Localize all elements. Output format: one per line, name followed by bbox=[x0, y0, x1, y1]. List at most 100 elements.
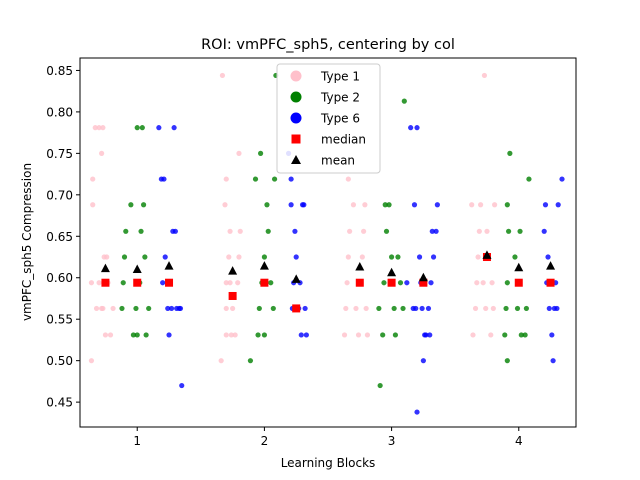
data-point bbox=[120, 280, 126, 286]
x-tick-label: 1 bbox=[133, 434, 141, 448]
data-point bbox=[419, 305, 425, 312]
chart-title: ROI: vmPFC_sph5, centering by col bbox=[201, 37, 455, 53]
data-point bbox=[541, 228, 547, 234]
mean-marker bbox=[259, 261, 269, 270]
data-point bbox=[382, 202, 388, 208]
data-point bbox=[490, 305, 496, 312]
data-point bbox=[475, 254, 481, 260]
data-point bbox=[433, 228, 439, 234]
data-point bbox=[404, 280, 410, 286]
data-point bbox=[140, 202, 147, 208]
data-point bbox=[230, 305, 236, 312]
data-point bbox=[223, 305, 229, 312]
x-tick-label: 3 bbox=[388, 434, 396, 448]
data-point bbox=[102, 332, 109, 338]
data-point bbox=[522, 332, 528, 338]
data-point bbox=[414, 125, 420, 131]
data-point bbox=[134, 332, 140, 338]
data-point bbox=[90, 202, 96, 208]
data-point bbox=[223, 280, 229, 286]
data-point bbox=[146, 305, 152, 312]
data-point bbox=[545, 254, 551, 260]
data-point bbox=[411, 202, 418, 208]
data-point bbox=[119, 305, 125, 312]
series-mean bbox=[100, 250, 556, 283]
data-point bbox=[359, 254, 365, 260]
data-point bbox=[160, 280, 166, 286]
data-point bbox=[414, 409, 420, 415]
mean-marker bbox=[291, 274, 301, 283]
data-point bbox=[139, 125, 145, 131]
data-point bbox=[483, 305, 489, 312]
data-point bbox=[100, 305, 106, 312]
legend-label: Type 6 bbox=[320, 112, 360, 126]
data-point bbox=[142, 254, 148, 260]
data-point bbox=[172, 228, 178, 234]
data-point bbox=[434, 202, 440, 208]
data-point bbox=[481, 72, 488, 79]
legend-box bbox=[276, 63, 381, 174]
data-point bbox=[96, 280, 102, 286]
y-tick-label: 0.70 bbox=[46, 188, 73, 202]
data-point bbox=[302, 305, 308, 312]
data-point bbox=[252, 176, 259, 182]
data-point bbox=[559, 176, 565, 182]
data-point bbox=[397, 280, 404, 286]
data-point bbox=[301, 202, 307, 208]
data-point bbox=[133, 305, 139, 312]
data-point bbox=[268, 280, 274, 286]
data-point bbox=[400, 305, 406, 312]
data-point bbox=[469, 202, 475, 208]
data-point bbox=[549, 332, 555, 338]
data-point bbox=[303, 332, 309, 338]
data-point bbox=[355, 332, 362, 338]
data-point bbox=[502, 332, 508, 338]
data-point bbox=[223, 176, 229, 182]
median-marker bbox=[355, 278, 364, 287]
y-tick-label: 0.45 bbox=[46, 396, 73, 410]
data-point bbox=[88, 280, 95, 286]
median-marker bbox=[514, 278, 523, 287]
legend-marker bbox=[291, 134, 301, 144]
data-point bbox=[138, 228, 144, 234]
data-point bbox=[350, 202, 357, 208]
data-point bbox=[176, 305, 182, 312]
median-marker bbox=[387, 278, 396, 287]
y-tick-label: 0.80 bbox=[46, 105, 73, 119]
data-point bbox=[271, 176, 278, 182]
legend-marker bbox=[291, 155, 301, 164]
data-point bbox=[298, 332, 304, 338]
data-point bbox=[128, 202, 134, 208]
x-tick-label: 2 bbox=[261, 434, 269, 448]
data-point bbox=[121, 254, 128, 260]
data-point bbox=[413, 305, 419, 312]
legend: Type 1 Type 2 Type 6 median mean bbox=[276, 63, 381, 174]
y-tick-label: 0.65 bbox=[46, 230, 73, 244]
data-point bbox=[554, 305, 560, 312]
median-marker bbox=[419, 278, 428, 287]
data-point bbox=[104, 254, 110, 260]
data-point bbox=[347, 228, 353, 234]
data-point bbox=[523, 305, 530, 312]
plot-area-frame bbox=[79, 57, 577, 428]
legend-marker bbox=[290, 70, 302, 82]
data-point bbox=[542, 202, 549, 208]
y-tick-label: 0.75 bbox=[46, 147, 73, 161]
data-point bbox=[363, 305, 369, 312]
plot-marks bbox=[88, 72, 565, 415]
data-point bbox=[376, 305, 382, 312]
data-point bbox=[222, 202, 228, 208]
data-point bbox=[489, 280, 495, 286]
data-point bbox=[219, 72, 226, 79]
data-point bbox=[380, 332, 386, 338]
data-point bbox=[92, 125, 98, 131]
mean-marker bbox=[355, 261, 365, 271]
data-point bbox=[488, 332, 494, 338]
data-point bbox=[235, 280, 241, 286]
data-point bbox=[264, 202, 270, 208]
data-point bbox=[550, 358, 556, 364]
data-point bbox=[99, 150, 105, 156]
mean-marker bbox=[418, 272, 428, 282]
data-point bbox=[505, 228, 512, 234]
